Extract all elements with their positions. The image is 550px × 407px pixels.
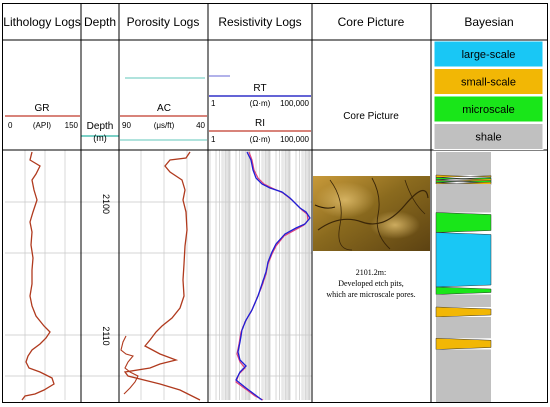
bayesian-layer-small-scale (435, 337, 492, 350)
rt-unit: (Ω·m) (250, 99, 271, 108)
column-title-depth: Depth (84, 15, 116, 29)
bayesian-layer-shale (436, 294, 491, 307)
ac-unit: (μs/ft) (154, 121, 175, 130)
resistivity-log-grid (209, 150, 311, 400)
column-title-resistivity: Resistivity Logs (218, 15, 301, 29)
ri-min: 1 (211, 135, 216, 144)
legend-label-large-scale: large-scale (462, 49, 516, 61)
column-title-bayesian: Bayesian (464, 15, 513, 29)
rt-min: 1 (211, 99, 216, 108)
legend-label-shale: shale (475, 132, 501, 144)
rt-curve (235, 151, 311, 401)
column-title-lithology: Lithology Logs (3, 15, 80, 29)
bayesian-layer-small-scale (435, 174, 492, 178)
ac-curve (123, 151, 201, 401)
ac-right: 40 (196, 121, 205, 130)
gr-curve (21, 151, 55, 401)
core-caption-depth: 2101.2m: (356, 268, 386, 277)
bayesian-layer-shale (436, 184, 491, 213)
core-photo (313, 176, 430, 251)
depth-tick-2110: 2110 (101, 326, 111, 345)
ac-grid (140, 150, 188, 400)
bayesian-layer-large-scale (435, 232, 492, 288)
bayesian-layer-shale (436, 349, 491, 402)
legend-swatch-small-scale (433, 68, 544, 95)
bayesian-layer-small-scale (435, 306, 492, 318)
ri-unit: (Ω·m) (250, 135, 271, 144)
bayesian-layer-microscale (435, 180, 492, 184)
rt-label: RT (253, 83, 266, 94)
ac-label: AC (157, 103, 171, 114)
ri-label: RI (255, 118, 265, 129)
depth-tick-2100: 2100 (101, 194, 111, 214)
gr-unit: (API) (33, 121, 52, 130)
depth-label: Depth (87, 121, 114, 132)
bayesian-layer-small-scale (435, 181, 492, 185)
bayesian-legend: large-scale small-scale microscale shale (433, 40, 544, 150)
legend-swatch-shale (433, 123, 544, 150)
gr-max: 150 (65, 121, 79, 130)
depth-gridlines (5, 201, 312, 377)
core-caption-line2: Developed etch pits, (338, 279, 404, 288)
bayesian-layer-shale (436, 152, 491, 175)
ri-max: 100,000 (280, 135, 309, 144)
legend-label-microscale: microscale (462, 104, 515, 116)
core-caption-line3: which are microscale pores. (326, 290, 415, 299)
gr-label: GR (35, 103, 50, 114)
rt-max: 100,000 (280, 99, 309, 108)
core-header-label: Core Picture (343, 111, 399, 122)
table-borders (2, 3, 548, 403)
bayesian-layer-shale (436, 317, 491, 339)
depth-unit: (m) (93, 133, 107, 143)
gr-grid (24, 150, 66, 400)
legend-label-small-scale: small-scale (461, 77, 516, 89)
gr-min: 0 (8, 121, 13, 130)
depth-track-curve (120, 335, 139, 395)
ac-left: 90 (122, 121, 131, 130)
bayesian-layer-microscale (435, 286, 492, 295)
column-title-porosity: Porosity Logs (127, 15, 200, 29)
legend-swatch-microscale (433, 95, 544, 123)
bayesian-layer-microscale (435, 212, 492, 233)
bayesian-lithofacies-column (435, 152, 492, 402)
legend-swatch-large-scale (433, 40, 544, 68)
column-title-core: Core Picture (338, 15, 405, 29)
